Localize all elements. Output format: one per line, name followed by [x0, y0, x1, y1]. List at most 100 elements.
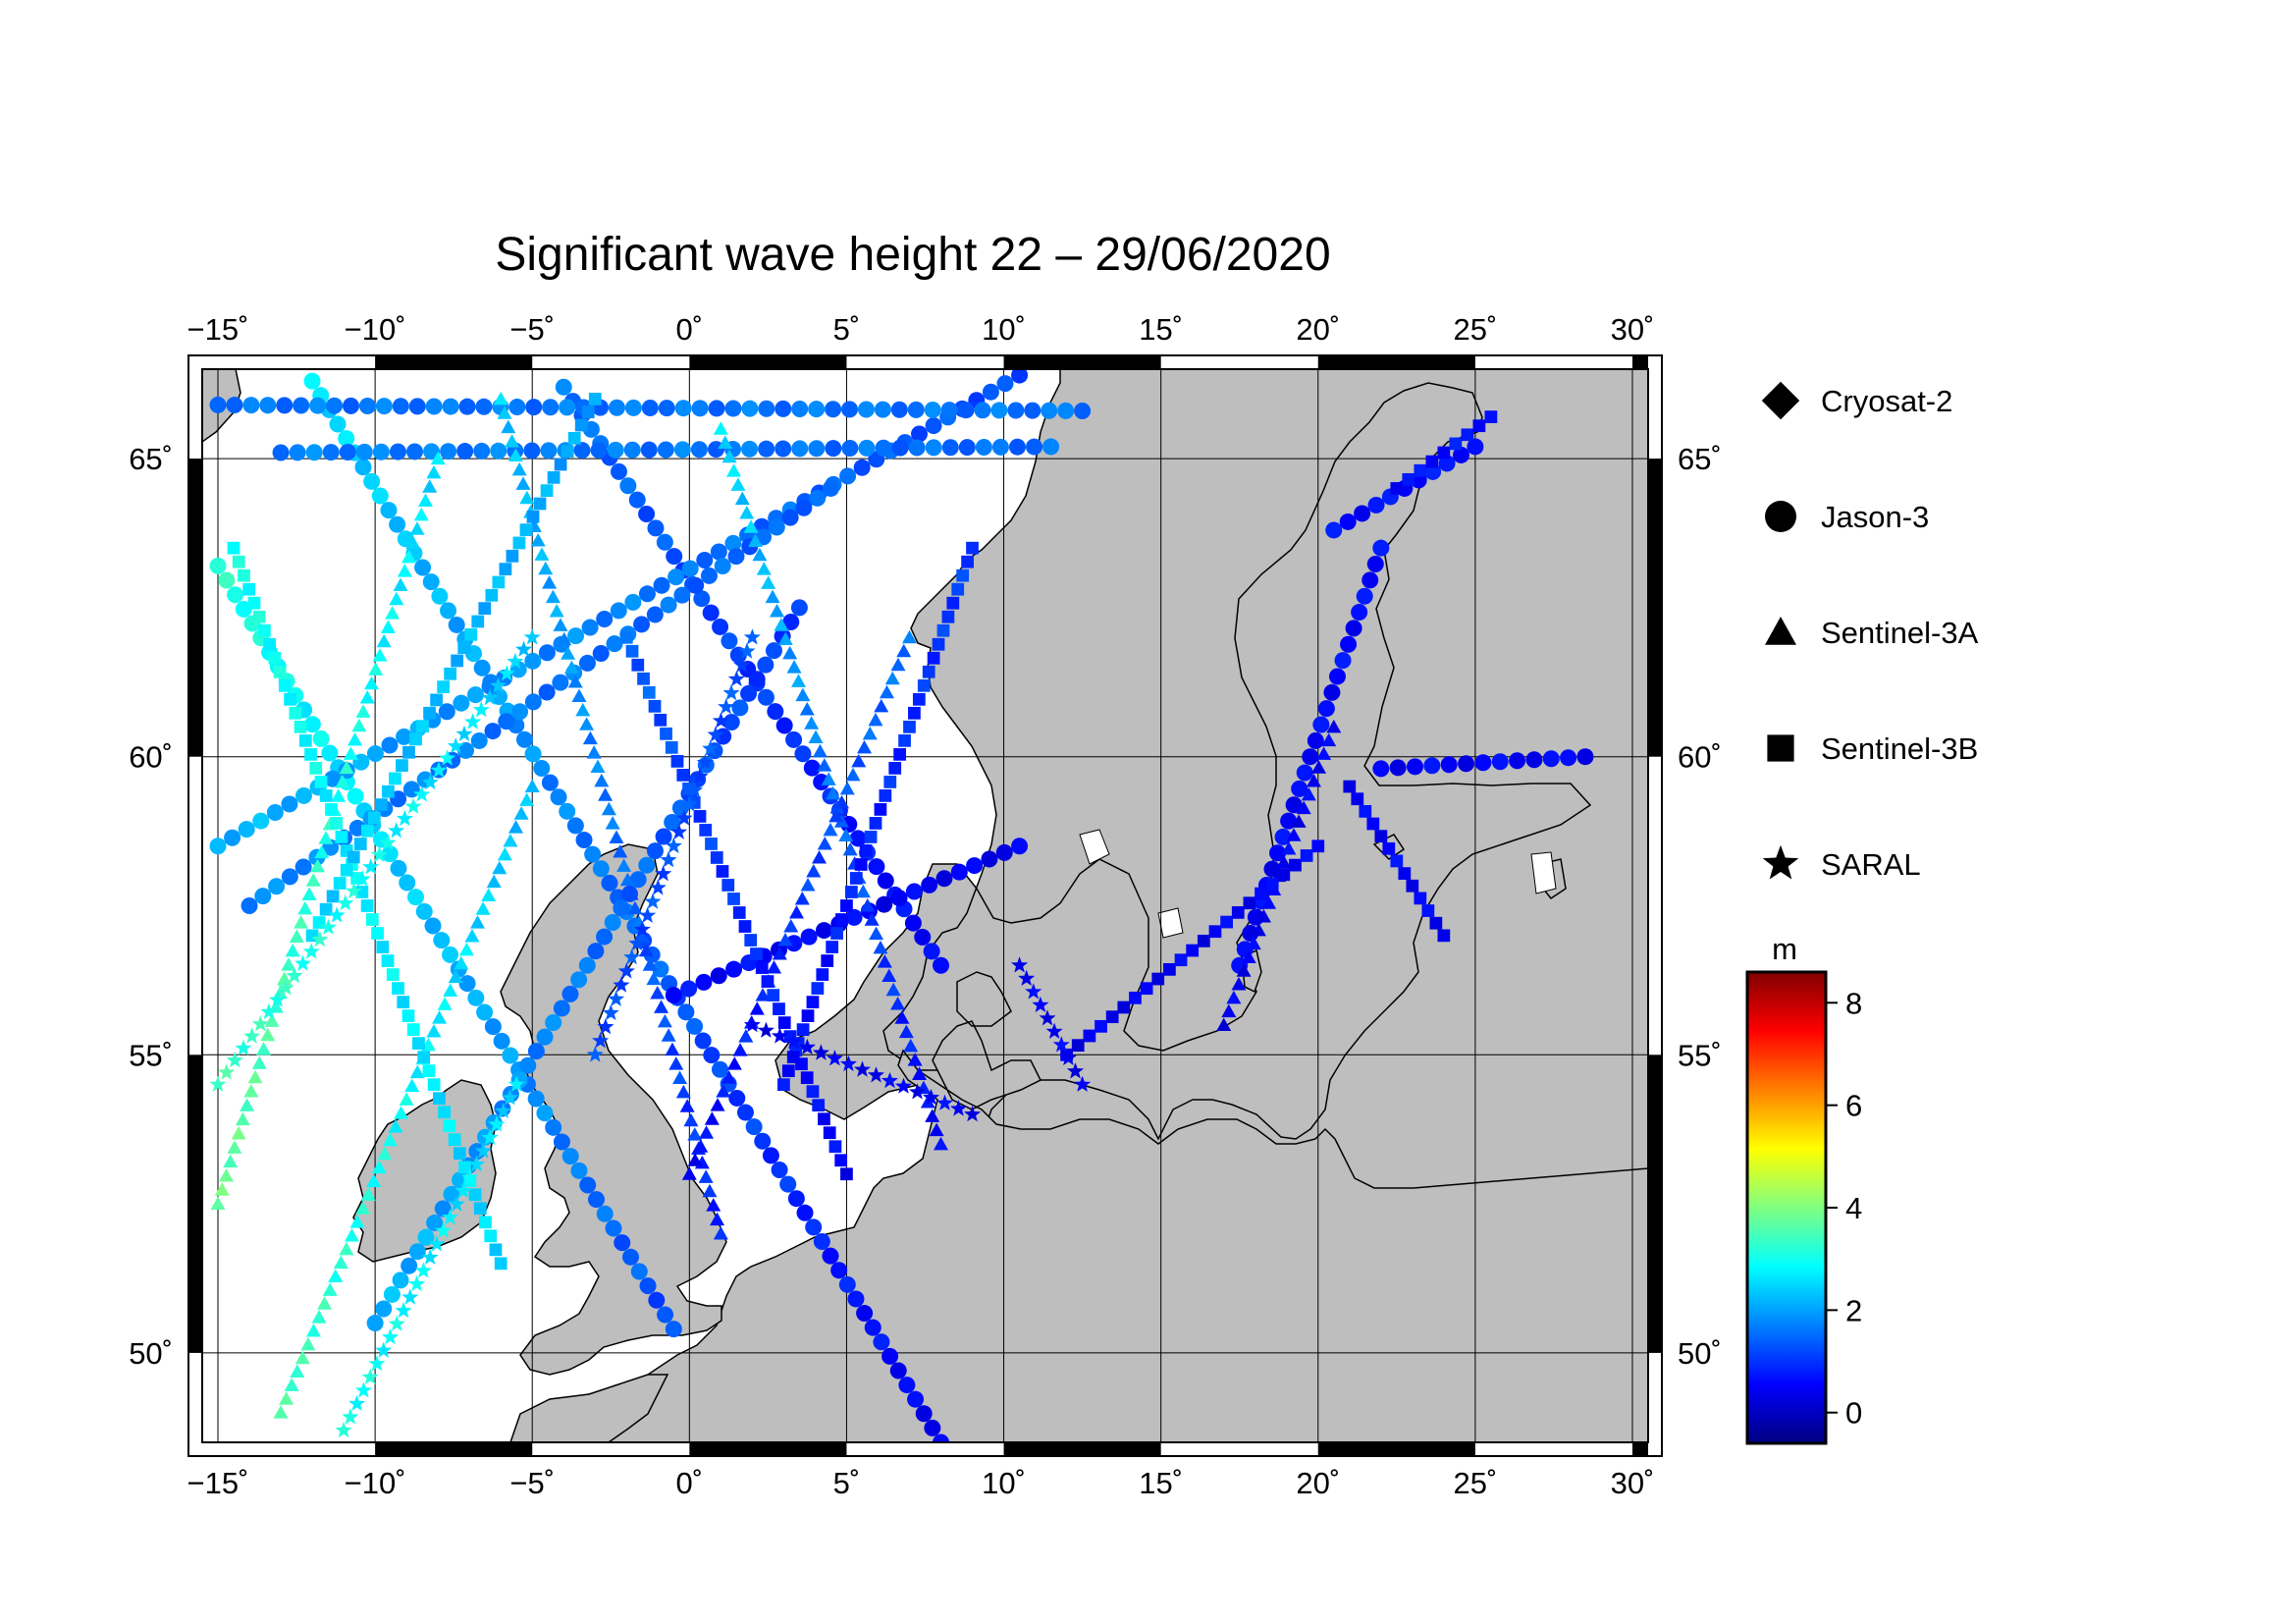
- observation-point: [683, 1112, 699, 1127]
- observation-point: [519, 792, 535, 806]
- observation-point: [223, 1154, 239, 1168]
- observation-point: [774, 400, 792, 417]
- observation-point: [242, 582, 256, 596]
- observation-point: [485, 588, 499, 602]
- observation-point: [319, 902, 333, 916]
- observation-point: [430, 451, 446, 465]
- observation-point: [868, 858, 885, 876]
- observation-point: [431, 587, 449, 605]
- observation-point: [873, 1333, 890, 1351]
- observation-point: [905, 883, 923, 900]
- observation-point: [693, 590, 711, 608]
- observation-point: [775, 717, 793, 734]
- observation-point: [658, 400, 675, 417]
- observation-point: [791, 401, 809, 418]
- observation-point: [388, 1315, 405, 1331]
- observation-point: [587, 1191, 605, 1209]
- observation-point: [874, 698, 889, 713]
- observation-point: [838, 1275, 856, 1293]
- observation-point: [624, 593, 642, 611]
- observation-point: [1042, 438, 1060, 456]
- legend-label: Sentinel-3B: [1821, 731, 1978, 766]
- legend-label: Jason-3: [1821, 500, 1929, 534]
- observation-point: [825, 440, 842, 458]
- observation-point: [597, 1018, 614, 1035]
- observation-point: [732, 1043, 748, 1056]
- observation-point: [690, 441, 708, 459]
- observation-point: [739, 505, 755, 519]
- observation-point: [278, 678, 292, 692]
- outer-frame: [187, 354, 1663, 1457]
- observation-point: [696, 552, 714, 569]
- observation-point: [1414, 463, 1427, 477]
- observation-point: [839, 467, 857, 485]
- observation-point: [881, 1071, 898, 1089]
- observation-point: [840, 1167, 853, 1181]
- observation-point: [492, 860, 507, 875]
- observation-point: [838, 828, 854, 842]
- map-area: −15˚ −15˚ −10˚ −10˚ −5˚ −5˚ 0˚ 0˚ 5˚ 5˚ 10˚ 10˚ 15˚ 1…: [129, 312, 1722, 1500]
- observation-point: [209, 838, 227, 855]
- observation-point: [867, 1066, 884, 1083]
- observation-point: [890, 890, 908, 907]
- observation-point: [783, 919, 799, 933]
- observation-point: [470, 915, 486, 929]
- observation-point: [559, 802, 576, 820]
- observation-point: [554, 458, 567, 471]
- observation-point: [320, 918, 338, 935]
- observation-point: [907, 1390, 925, 1408]
- observation-point: [1024, 402, 1041, 419]
- observation-point: [640, 441, 658, 459]
- observation-point: [409, 732, 422, 746]
- observation-point: [422, 479, 438, 493]
- observation-point: [961, 555, 974, 568]
- observation-point: [1140, 982, 1153, 996]
- observation-point: [339, 1241, 354, 1256]
- observation-point: [908, 439, 926, 457]
- observation-point: [366, 1173, 382, 1188]
- observation-point: [1509, 752, 1526, 770]
- observation-point: [623, 441, 641, 459]
- observation-point: [251, 1015, 269, 1032]
- observation-point: [592, 644, 610, 662]
- observation-point: [294, 720, 307, 733]
- observation-point: [996, 375, 1014, 393]
- observation-point: [581, 619, 599, 636]
- map-frame: [201, 368, 1649, 1443]
- observation-point: [555, 378, 572, 396]
- observation-point: [654, 1000, 669, 1013]
- observation-point: [381, 736, 399, 754]
- observation-point: [281, 957, 296, 971]
- observation-point: [828, 808, 844, 823]
- observation-point: [932, 637, 945, 651]
- observation-point: [326, 397, 344, 414]
- observation-point: [641, 399, 659, 416]
- observation-point: [680, 795, 698, 812]
- observation-point: [660, 850, 677, 868]
- land-france-nw: [509, 1374, 669, 1442]
- observation-point: [849, 830, 867, 847]
- observation-point: [1286, 828, 1302, 841]
- observation-point: [873, 940, 888, 954]
- observation-point: [642, 685, 656, 699]
- land-masses: [202, 369, 1648, 1442]
- observation-point: [303, 716, 321, 733]
- observation-point: [782, 645, 798, 660]
- observation-point: [908, 706, 921, 720]
- observation-point: [506, 549, 519, 563]
- observation-point: [693, 1139, 709, 1153]
- frame-bar-right: [1648, 459, 1662, 757]
- observation-point: [691, 400, 709, 417]
- observation-point: [622, 1248, 640, 1266]
- observation-point: [822, 479, 839, 497]
- observation-point: [1472, 419, 1486, 433]
- observation-point: [426, 464, 442, 479]
- observation-point: [561, 646, 576, 660]
- observation-point: [538, 644, 556, 662]
- frame-bar-top: [375, 355, 533, 369]
- observation-point: [757, 656, 774, 674]
- observation-point: [857, 401, 875, 418]
- observation-point: [571, 688, 587, 702]
- observation-point: [830, 1262, 848, 1279]
- observation-point: [347, 850, 360, 864]
